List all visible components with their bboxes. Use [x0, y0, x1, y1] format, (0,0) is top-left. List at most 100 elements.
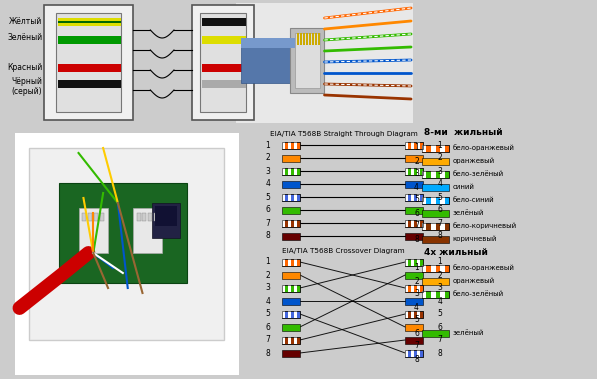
Text: 2: 2 [438, 271, 442, 279]
Bar [282, 285, 300, 291]
Bar [417, 310, 420, 318]
Bar [282, 285, 285, 291]
Bar [440, 222, 445, 230]
Bar [411, 141, 414, 149]
Bar [294, 194, 297, 200]
Text: 8: 8 [414, 354, 419, 363]
Text: 4: 4 [266, 180, 270, 188]
Bar [405, 349, 408, 357]
Bar [417, 349, 420, 357]
Text: 8-ми  жильный: 8-ми жильный [424, 128, 503, 137]
Bar [294, 141, 297, 149]
Bar [422, 171, 450, 177]
Bar [58, 18, 121, 26]
Text: оранжевый: оранжевый [453, 158, 494, 164]
Bar [405, 349, 423, 357]
Bar [282, 180, 300, 188]
Bar [94, 213, 99, 221]
Bar [422, 277, 450, 285]
Text: бело-зелёный: бело-зелёный [453, 171, 503, 177]
Bar [202, 36, 246, 44]
Text: 5: 5 [414, 196, 419, 205]
Bar [282, 310, 300, 318]
Bar [405, 298, 423, 304]
Bar [202, 80, 246, 88]
Bar [422, 196, 450, 204]
Bar [282, 337, 285, 343]
Bar [405, 219, 423, 227]
Text: EIA/TIA T568B Straight Through Diagram: EIA/TIA T568B Straight Through Diagram [270, 131, 417, 137]
Text: 6: 6 [266, 323, 270, 332]
Text: 4х жильный: 4х жильный [424, 248, 488, 257]
Text: 3: 3 [414, 290, 419, 299]
Bar [405, 168, 423, 174]
Text: 1: 1 [438, 141, 442, 149]
Text: 5: 5 [266, 193, 270, 202]
Text: 1: 1 [414, 263, 419, 273]
Bar [282, 337, 300, 343]
Bar [405, 141, 423, 149]
Bar [290, 28, 325, 93]
Bar [282, 141, 300, 149]
Bar [405, 310, 423, 318]
Text: (серый): (серый) [11, 88, 42, 97]
Text: Жёлтый: Жёлтый [9, 17, 42, 27]
Bar [282, 310, 285, 318]
Text: 6: 6 [414, 208, 419, 218]
Bar [405, 232, 423, 240]
Bar [431, 144, 436, 152]
Bar [422, 144, 450, 152]
Text: коричневый: коричневый [453, 236, 497, 242]
Bar [79, 208, 108, 253]
Bar [422, 144, 426, 152]
Text: EIA/TIA T568B Crossover Diagram: EIA/TIA T568B Crossover Diagram [282, 248, 405, 254]
Bar [58, 64, 121, 72]
Text: 8: 8 [266, 349, 270, 357]
Text: 5: 5 [266, 310, 270, 318]
Bar [282, 337, 300, 343]
Bar [422, 290, 426, 298]
Bar [294, 310, 297, 318]
Bar [405, 168, 408, 174]
Bar [405, 258, 408, 266]
Bar [282, 168, 300, 174]
Bar [417, 285, 420, 291]
Bar [282, 258, 300, 266]
Text: 7: 7 [438, 335, 442, 345]
Bar [411, 168, 414, 174]
Bar [288, 168, 291, 174]
Bar [282, 219, 300, 227]
Bar [192, 5, 254, 120]
Bar [440, 171, 445, 177]
Text: 3: 3 [438, 166, 442, 175]
Bar [417, 219, 420, 227]
Text: 8: 8 [266, 232, 270, 241]
Bar [59, 183, 187, 283]
Bar [411, 219, 414, 227]
Bar [202, 18, 246, 26]
Text: 4: 4 [438, 296, 442, 305]
Bar [282, 219, 285, 227]
Bar [440, 196, 445, 204]
Text: Красный: Красный [7, 64, 42, 72]
Bar [297, 33, 299, 45]
Bar [431, 171, 436, 177]
Bar [422, 158, 450, 164]
Text: 6: 6 [438, 205, 442, 215]
Bar [282, 271, 300, 279]
Bar [154, 213, 158, 221]
Bar [294, 219, 297, 227]
Bar [405, 310, 408, 318]
Bar [440, 290, 445, 298]
Bar [29, 148, 224, 340]
Text: 2: 2 [438, 153, 442, 163]
Bar [405, 194, 423, 200]
Bar [149, 213, 152, 221]
Bar [417, 258, 420, 266]
Text: оранжевый: оранжевый [453, 278, 494, 284]
Bar [152, 203, 180, 238]
Bar [405, 155, 423, 161]
Bar [422, 183, 450, 191]
Bar [288, 337, 291, 343]
Bar [282, 168, 285, 174]
